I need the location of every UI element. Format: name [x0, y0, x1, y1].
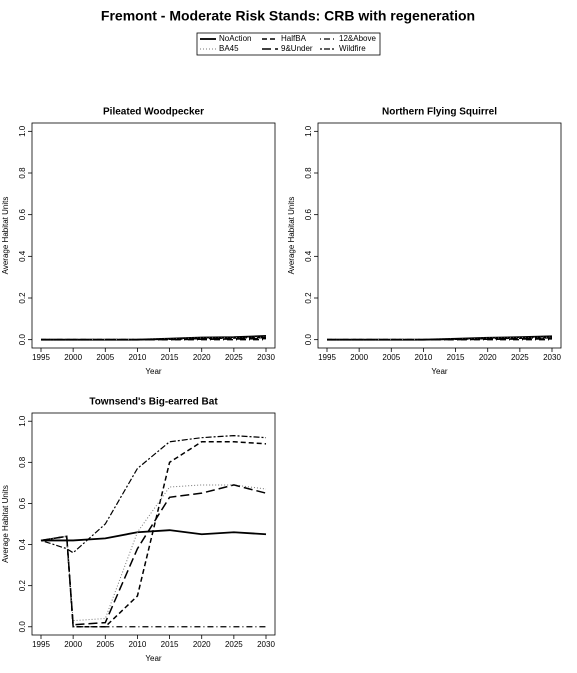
- x-tick-label: 2025: [225, 640, 243, 649]
- y-tick-label: 1.0: [18, 125, 27, 137]
- plot-frame: [31, 412, 276, 636]
- series-line: [40, 441, 267, 628]
- plot-frame: [317, 122, 562, 349]
- y-tick-label: 0.2: [304, 292, 313, 304]
- panel-title: Townsend's Big-earred Bat: [89, 397, 218, 408]
- legend-label: 9&Under: [281, 44, 313, 53]
- x-tick-label: 1995: [32, 353, 50, 362]
- x-tick-label: 2005: [382, 353, 400, 362]
- y-axis-label: Average Habitat Units: [287, 197, 296, 275]
- y-tick-label: 0.4: [18, 250, 27, 262]
- x-axis-label: Year: [431, 367, 448, 376]
- y-tick-label: 0.0: [18, 621, 27, 633]
- x-tick-label: 1995: [318, 353, 336, 362]
- legend-label: BA45: [219, 44, 239, 53]
- x-tick-label: 2010: [129, 640, 147, 649]
- x-tick-label: 2000: [64, 640, 82, 649]
- legend-box: [196, 32, 381, 56]
- series-line: [327, 337, 553, 341]
- y-axis-label: Average Habitat Units: [1, 197, 10, 275]
- x-axis-label: Year: [145, 654, 162, 663]
- x-tick-label: 2025: [225, 353, 243, 362]
- panel-title: Northern Flying Squirrel: [382, 107, 497, 118]
- legend-label: 12&Above: [339, 34, 376, 43]
- series-line: [40, 484, 267, 622]
- y-tick-label: 0.2: [18, 292, 27, 304]
- series-line: [41, 336, 267, 341]
- x-tick-label: 2025: [511, 353, 529, 362]
- x-axis-label: Year: [145, 367, 162, 376]
- x-tick-label: 2010: [415, 353, 433, 362]
- x-tick-label: 2020: [479, 353, 497, 362]
- x-tick-label: 2030: [543, 353, 561, 362]
- x-tick-label: 2000: [64, 353, 82, 362]
- y-axis-label: Average Habitat Units: [1, 485, 10, 563]
- series-line: [40, 435, 267, 554]
- y-tick-label: 0.4: [18, 538, 27, 550]
- x-tick-label: 2020: [193, 640, 211, 649]
- x-tick-label: 2015: [447, 353, 465, 362]
- plot-frame: [31, 122, 276, 349]
- y-tick-label: 0.8: [18, 167, 27, 179]
- legend-label: HalfBA: [281, 34, 307, 43]
- y-tick-label: 0.6: [18, 497, 27, 509]
- y-tick-label: 0.0: [18, 334, 27, 346]
- series-line: [40, 535, 266, 628]
- y-tick-label: 1.0: [18, 415, 27, 427]
- y-tick-label: 0.8: [304, 167, 313, 179]
- y-tick-label: 0.6: [18, 209, 27, 221]
- y-tick-label: 0.2: [18, 580, 27, 592]
- series-line: [40, 484, 267, 626]
- x-tick-label: 2020: [193, 353, 211, 362]
- x-tick-label: 2015: [161, 640, 179, 649]
- x-tick-label: 2005: [96, 353, 114, 362]
- y-tick-label: 0.4: [304, 250, 313, 262]
- x-tick-label: 2005: [96, 640, 114, 649]
- x-tick-label: 2030: [257, 640, 275, 649]
- x-tick-label: 2010: [129, 353, 147, 362]
- y-tick-label: 0.0: [304, 334, 313, 346]
- x-tick-label: 2030: [257, 353, 275, 362]
- y-tick-label: 1.0: [304, 125, 313, 137]
- x-tick-label: 1995: [32, 640, 50, 649]
- panel-title: Pileated Woodpecker: [103, 107, 204, 118]
- x-tick-label: 2015: [161, 353, 179, 362]
- y-tick-label: 0.6: [304, 209, 313, 221]
- legend-label: NoAction: [219, 34, 251, 43]
- chart-title: Fremont - Moderate Risk Stands: CRB with…: [101, 8, 475, 24]
- x-tick-label: 2000: [350, 353, 368, 362]
- y-tick-label: 0.8: [18, 456, 27, 468]
- legend-label: Wildfire: [339, 44, 366, 53]
